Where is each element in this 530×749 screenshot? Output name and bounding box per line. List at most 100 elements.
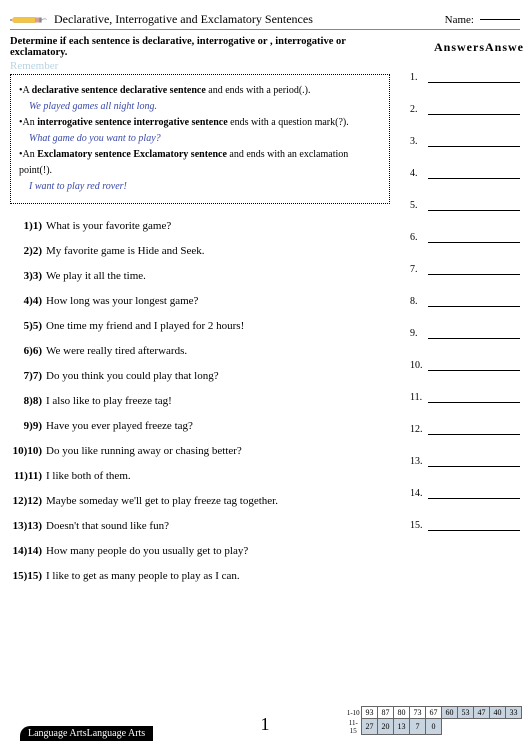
question-text: How many people do you usually get to pl… [46,545,390,557]
score-cell: 87 [378,707,394,719]
question-row: 14)14)How many people do you usually get… [10,545,390,557]
answer-blank[interactable] [428,297,520,307]
question-number: 10)10) [10,445,46,457]
remember-label: Remember [10,60,520,72]
pencil-icon [10,13,48,27]
question-number: 6)6) [10,345,46,357]
score-label: 11-15 [346,719,362,735]
answer-number: 10. [410,360,428,371]
answer-number: 1. [410,72,428,83]
question-text: We were really tired afterwards. [46,345,390,357]
question-text: We play it all the time. [46,270,390,282]
rule-line: •An interrogative sentence interrogative… [19,115,381,131]
answer-row: 12. [410,424,520,435]
answer-row: 6. [410,232,520,243]
question-text: Do you think you could play that long? [46,370,390,382]
question-row: 10)10)Do you like running away or chasin… [10,445,390,457]
question-number: 2)2) [10,245,46,257]
question-text: How long was your longest game? [46,295,390,307]
rules-box: •A declarative sentence declarative sent… [10,74,390,204]
answer-number: 2. [410,104,428,115]
answer-blank[interactable] [428,265,520,275]
score-cell: 27 [362,719,378,735]
answers-header: AnswersAnswe [434,40,524,55]
answer-blank[interactable] [428,169,520,179]
rule-example: We played games all night long. [29,99,381,115]
question-row: 5)5)One time my friend and I played for … [10,320,390,332]
answer-blank[interactable] [428,361,520,371]
answer-number: 15. [410,520,428,531]
question-row: 15)15)I like to get as many people to pl… [10,570,390,582]
question-number: 8)8) [10,395,46,407]
answer-row: 15. [410,520,520,531]
question-number: 4)4) [10,295,46,307]
rule-line: •An Exclamatory sentence Exclamatory sen… [19,147,381,179]
question-row: 2)2)My favorite game is Hide and Seek. [10,245,390,257]
question-row: 9)9)Have you ever played freeze tag? [10,420,390,432]
score-label: 1-10 [346,707,362,719]
footer: Language ArtsLanguage Arts 1 1-109387807… [0,726,530,741]
score-cell: 73 [410,707,426,719]
question-row: 11)11)I like both of them. [10,470,390,482]
answer-row: 4. [410,168,520,179]
answer-blank[interactable] [428,73,520,83]
answer-blank[interactable] [428,521,520,531]
answer-row: 1. [410,72,520,83]
name-label: Name: [445,14,474,26]
question-text: I also like to play freeze tag! [46,395,390,407]
answer-number: 5. [410,200,428,211]
score-cell: 60 [442,707,458,719]
question-list: 1)1)What is your favorite game? 2)2)My fa… [10,220,390,582]
subject-badge: Language ArtsLanguage Arts [20,726,153,741]
score-cell: 0 [426,719,442,735]
score-cell: 7 [410,719,426,735]
answer-number: 4. [410,168,428,179]
answer-blank[interactable] [428,233,520,243]
score-cell: 33 [506,707,522,719]
question-text: Maybe someday we'll get to play freeze t… [46,495,390,507]
score-cell: 20 [378,719,394,735]
answer-row: 14. [410,488,520,499]
answer-blank[interactable] [428,425,520,435]
question-text: What is your favorite game? [46,220,390,232]
answer-row: 7. [410,264,520,275]
question-number: 12)12) [10,495,46,507]
answer-blank[interactable] [428,489,520,499]
score-cell: 13 [394,719,410,735]
worksheet-page: Declarative, Interrogative and Exclamato… [0,0,530,749]
question-text: I like to get as many people to play as … [46,570,390,582]
question-text: Do you like running away or chasing bett… [46,445,390,457]
name-blank[interactable] [480,19,520,20]
answer-number: 6. [410,232,428,243]
answer-blank[interactable] [428,329,520,339]
answer-number: 8. [410,296,428,307]
answer-blank[interactable] [428,393,520,403]
score-table: 1-1093878073676053474033 11-1527201370 [346,706,523,735]
worksheet-title: Declarative, Interrogative and Exclamato… [54,12,439,27]
rule-line: •A declarative sentence declarative sent… [19,83,381,99]
question-number: 13)13) [10,520,46,532]
answer-row: 2. [410,104,520,115]
answer-number: 12. [410,424,428,435]
answer-blank[interactable] [428,105,520,115]
answer-number: 13. [410,456,428,467]
rule-example: I want to play red rover! [29,179,381,195]
answer-row: 8. [410,296,520,307]
question-number: 7)7) [10,370,46,382]
question-row: 13)13)Doesn't that sound like fun? [10,520,390,532]
question-number: 5)5) [10,320,46,332]
answer-number: 14. [410,488,428,499]
answer-row: 11. [410,392,520,403]
question-row: 7)7)Do you think you could play that lon… [10,370,390,382]
answer-blank[interactable] [428,457,520,467]
instruction-text: Determine if each sentence is declarativ… [10,36,390,58]
answer-column: 1.2.3.4.5.6.7.8.9.10.11.12.13.14.15. [410,72,520,552]
answer-blank[interactable] [428,201,520,211]
page-number: 1 [261,714,270,735]
score-cell: 40 [490,707,506,719]
answer-row: 5. [410,200,520,211]
question-text: Have you ever played freeze tag? [46,420,390,432]
question-text: One time my friend and I played for 2 ho… [46,320,390,332]
answer-blank[interactable] [428,137,520,147]
question-number: 1)1) [10,220,46,232]
